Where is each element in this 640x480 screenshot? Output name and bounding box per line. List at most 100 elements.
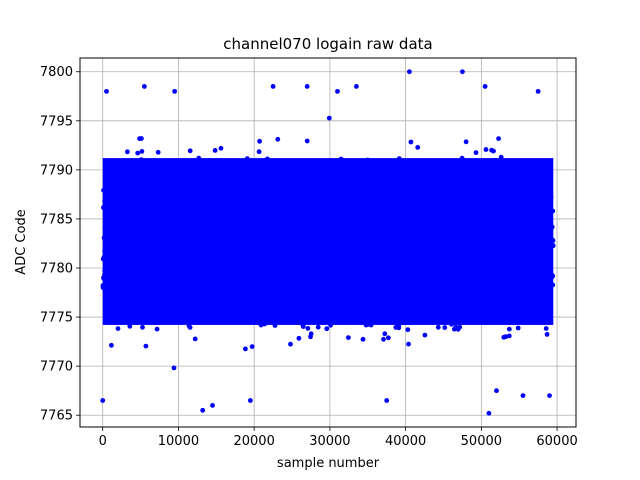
data-point — [464, 283, 469, 289]
data-point — [382, 331, 388, 337]
data-point — [111, 243, 117, 249]
data-point — [141, 184, 147, 190]
y-tick-label: 7800 — [40, 65, 73, 80]
data-point — [243, 246, 249, 251]
data-point — [137, 208, 143, 214]
data-point — [461, 203, 467, 209]
data-point — [541, 217, 547, 223]
data-point — [338, 215, 344, 220]
data-point — [236, 246, 241, 252]
data-point — [170, 216, 176, 222]
data-point — [265, 156, 270, 162]
data-point — [187, 148, 193, 154]
data-point — [452, 169, 458, 174]
data-point — [470, 195, 476, 201]
data-point — [241, 205, 247, 210]
data-point — [365, 157, 370, 163]
data-point — [370, 306, 376, 312]
data-point — [470, 206, 475, 212]
data-point — [447, 189, 452, 195]
data-point — [347, 167, 353, 173]
data-point — [169, 244, 175, 250]
data-point — [300, 297, 306, 303]
data-point — [520, 257, 526, 262]
data-point — [380, 293, 386, 299]
data-point — [130, 317, 135, 323]
data-point — [242, 283, 248, 288]
data-point — [228, 286, 233, 292]
data-point — [237, 286, 242, 291]
data-point — [193, 186, 199, 192]
data-point — [145, 205, 151, 211]
data-point — [256, 186, 262, 192]
data-point — [108, 235, 114, 241]
data-point — [245, 227, 251, 232]
data-point — [300, 324, 306, 329]
data-point — [243, 346, 248, 352]
data-point — [300, 236, 306, 242]
data-point — [324, 160, 330, 166]
data-point — [306, 276, 312, 282]
data-point — [391, 267, 397, 273]
data-point — [506, 296, 512, 301]
data-point — [211, 235, 217, 241]
data-point — [297, 207, 302, 212]
data-point — [125, 149, 130, 155]
data-point — [289, 196, 295, 202]
data-point — [343, 168, 349, 173]
data-point — [346, 219, 352, 224]
data-point — [250, 292, 256, 298]
data-point — [414, 243, 420, 248]
data-point — [151, 228, 157, 234]
data-point — [482, 84, 488, 89]
data-point — [225, 265, 230, 270]
data-point — [213, 214, 219, 220]
data-point — [321, 207, 327, 212]
data-point — [464, 228, 470, 233]
data-point — [382, 178, 387, 184]
data-point — [227, 198, 233, 204]
data-point — [223, 224, 228, 230]
data-point — [365, 307, 371, 313]
data-point — [198, 223, 204, 229]
data-point — [541, 292, 546, 298]
data-point — [198, 218, 204, 224]
data-point — [529, 207, 535, 213]
data-point — [215, 233, 220, 239]
data-point — [340, 277, 346, 283]
data-point — [534, 228, 540, 234]
data-point — [473, 150, 479, 156]
data-point — [358, 238, 364, 244]
data-point — [325, 265, 331, 271]
data-point — [179, 184, 184, 190]
data-point — [496, 218, 502, 224]
data-point — [264, 203, 270, 209]
data-point — [212, 148, 218, 153]
data-point — [318, 245, 324, 250]
data-point — [477, 176, 482, 181]
data-point — [378, 287, 384, 293]
data-point — [178, 297, 184, 303]
data-point — [144, 287, 150, 293]
data-point — [301, 275, 306, 281]
data-point — [267, 285, 273, 291]
data-point — [508, 262, 514, 268]
data-point — [242, 179, 247, 185]
data-point — [439, 243, 444, 249]
data-point — [364, 239, 370, 244]
data-point — [455, 326, 461, 332]
data-point — [302, 293, 308, 299]
data-point — [220, 302, 226, 308]
data-point — [259, 213, 264, 219]
data-point — [121, 227, 127, 232]
data-point — [327, 313, 333, 319]
data-point — [343, 258, 349, 263]
data-point — [355, 248, 360, 254]
data-point — [337, 317, 343, 323]
data-point — [334, 313, 340, 319]
data-point — [219, 184, 225, 190]
data-point — [252, 268, 258, 273]
data-point — [180, 205, 186, 211]
data-point — [196, 155, 202, 161]
data-point — [301, 186, 307, 191]
